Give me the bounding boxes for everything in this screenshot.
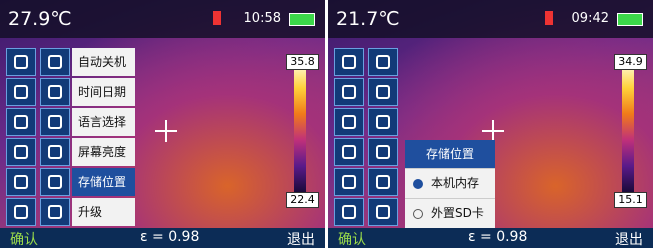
mode-icon [334, 198, 364, 226]
screen: 27.9℃ 10:58 自动关机时间日期语言选择屏幕亮度存储位置升级 35.8 22.4… [0, 0, 325, 248]
mode-icon [334, 108, 364, 136]
mode-icon [6, 138, 36, 166]
crosshair [155, 120, 177, 142]
popup-title: 存储位置 [405, 140, 495, 168]
crosshair [482, 120, 504, 142]
storage-popup: 存储位置本机内存外置SD卡 [405, 140, 495, 228]
menu-item[interactable]: 语言选择 [72, 108, 135, 136]
mode-icon [6, 168, 36, 196]
status-bar: 21.7℃ 09:42 [328, 0, 653, 38]
option-label: 本机内存 [431, 176, 479, 190]
menu-icon[interactable] [40, 48, 70, 76]
screen: 21.7℃ 09:42 34.9 15.1 存储位置本机内存外置SD卡确认 ε = 0.9… [328, 0, 653, 248]
exit-button[interactable]: 退出 [287, 229, 315, 248]
emissivity: ε = 0.98 [468, 229, 527, 245]
menu-item[interactable]: 存储位置 [72, 168, 135, 196]
mode-icon [334, 168, 364, 196]
center-temperature: 21.7℃ [336, 8, 400, 30]
color-scale [294, 62, 306, 192]
scale-max: 35.8 [286, 54, 319, 70]
storage-option[interactable]: 本机内存 [405, 168, 495, 198]
menu-item[interactable]: 升级 [72, 198, 135, 226]
menu-item[interactable]: 时间日期 [72, 78, 135, 106]
mode-icon [6, 48, 36, 76]
scale-max: 34.9 [614, 54, 647, 70]
menu-icon[interactable] [40, 198, 70, 226]
mode-icon [334, 78, 364, 106]
mode-icon [6, 108, 36, 136]
page: 27.9℃10:58自动关机时间日期语言选择屏幕亮度存储位置升级35.822.4… [0, 0, 653, 248]
mode-icon [334, 138, 364, 166]
option-label: 外置SD卡 [431, 206, 484, 220]
alert-icon [213, 11, 221, 25]
confirm-button[interactable]: 确认 [338, 229, 366, 248]
bottom-bar: 确认 ε = 0.98 退出 [0, 228, 325, 248]
menu-icon[interactable] [368, 198, 398, 226]
menu-icon[interactable] [368, 138, 398, 166]
mode-icon [6, 78, 36, 106]
menu-icon[interactable] [40, 78, 70, 106]
battery-icon [617, 13, 643, 26]
scale-min: 22.4 [286, 192, 319, 208]
storage-option[interactable]: 外置SD卡 [405, 198, 495, 228]
emissivity: ε = 0.98 [140, 229, 199, 245]
clock: 09:42 [572, 11, 609, 26]
status-bar: 27.9℃ 10:58 [0, 0, 325, 38]
menu-icon[interactable] [368, 108, 398, 136]
scale-min: 15.1 [614, 192, 647, 208]
menu-item[interactable]: 自动关机 [72, 48, 135, 76]
menu-icon[interactable] [40, 168, 70, 196]
mode-icon [6, 198, 36, 226]
exit-button[interactable]: 退出 [615, 229, 643, 248]
alert-icon [545, 11, 553, 25]
menu-icon[interactable] [368, 48, 398, 76]
battery-icon [289, 13, 315, 26]
menu-icon[interactable] [368, 78, 398, 106]
bottom-bar: 确认 ε = 0.98 退出 [328, 228, 653, 248]
color-scale [622, 62, 634, 192]
confirm-button[interactable]: 确认 [10, 229, 38, 248]
clock: 10:58 [244, 11, 281, 26]
menu-icon[interactable] [40, 138, 70, 166]
menu-item[interactable]: 屏幕亮度 [72, 138, 135, 166]
center-temperature: 27.9℃ [8, 8, 72, 30]
menu-icon[interactable] [40, 108, 70, 136]
mode-icon [334, 48, 364, 76]
menu-icon[interactable] [368, 168, 398, 196]
